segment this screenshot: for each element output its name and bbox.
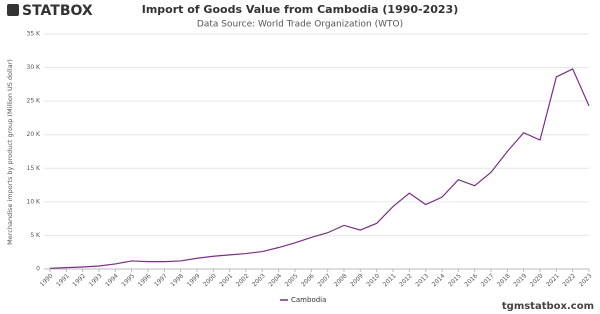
x-tick-label: 1996 <box>137 272 153 288</box>
x-tick-label: 2013 <box>414 272 430 288</box>
x-tick-label: 1995 <box>120 272 136 288</box>
x-tick-label: 2014 <box>431 272 447 288</box>
y-axis-label: Merchandise imports by product group (Mi… <box>6 59 14 245</box>
x-tick-label: 1999 <box>186 272 202 288</box>
x-tick-label: 2012 <box>398 272 414 288</box>
y-tick-label: 15 K <box>27 165 42 172</box>
x-tick-label: 2016 <box>463 272 479 288</box>
x-tick-label: 2003 <box>251 272 267 288</box>
legend-label: Cambodia <box>291 296 326 304</box>
x-tick-label: 1991 <box>55 272 71 288</box>
x-tick-label: 1997 <box>153 272 169 288</box>
x-tick-label: 2017 <box>480 272 496 288</box>
y-tick-label: 10 K <box>27 198 42 205</box>
x-tick-label: 1992 <box>71 272 87 288</box>
x-tick-label: 2015 <box>447 272 463 288</box>
y-tick-label: 0 <box>36 266 40 273</box>
x-tick-label: 2021 <box>545 272 561 288</box>
x-tick-label: 1993 <box>88 272 104 288</box>
x-tick-label: 2000 <box>202 272 218 288</box>
chart-title: Import of Goods Value from Cambodia (199… <box>142 3 459 16</box>
x-tick-label: 2005 <box>284 272 300 288</box>
x-tick-label: 1994 <box>104 272 120 288</box>
y-tick-label: 25 K <box>27 98 42 105</box>
x-tick-label: 2010 <box>365 272 381 288</box>
y-tick-label: 20 K <box>27 131 42 138</box>
x-tick-label: 2006 <box>300 272 316 288</box>
x-tick-label: 2023 <box>578 272 594 288</box>
x-tick-label: 2020 <box>529 272 545 288</box>
x-tick-label: 2011 <box>382 272 398 288</box>
y-tick-label: 30 K <box>27 64 42 71</box>
chart-subtitle: Data Source: World Trade Organization (W… <box>197 20 403 30</box>
x-tick-label: 2009 <box>349 272 365 288</box>
series-line <box>49 68 590 269</box>
x-tick-label: 2004 <box>267 272 283 288</box>
x-tick-label: 2022 <box>561 272 577 288</box>
x-tick-label: 2008 <box>333 272 349 288</box>
logo-icon <box>7 4 19 16</box>
y-tick-label: 35 K <box>27 31 42 38</box>
x-tick-label: 2001 <box>218 272 234 288</box>
logo: STATBOX <box>22 3 93 19</box>
x-tick-label: 2007 <box>316 272 332 288</box>
x-tick-label: 2018 <box>496 272 512 288</box>
watermark: tgmstatbox.com <box>502 301 594 312</box>
x-tick-label: 1990 <box>39 272 55 288</box>
y-tick-label: 5 K <box>30 232 41 239</box>
x-tick-label: 1998 <box>169 272 185 288</box>
x-tick-label: 2019 <box>512 272 528 288</box>
x-tick-label: 2002 <box>235 272 251 288</box>
